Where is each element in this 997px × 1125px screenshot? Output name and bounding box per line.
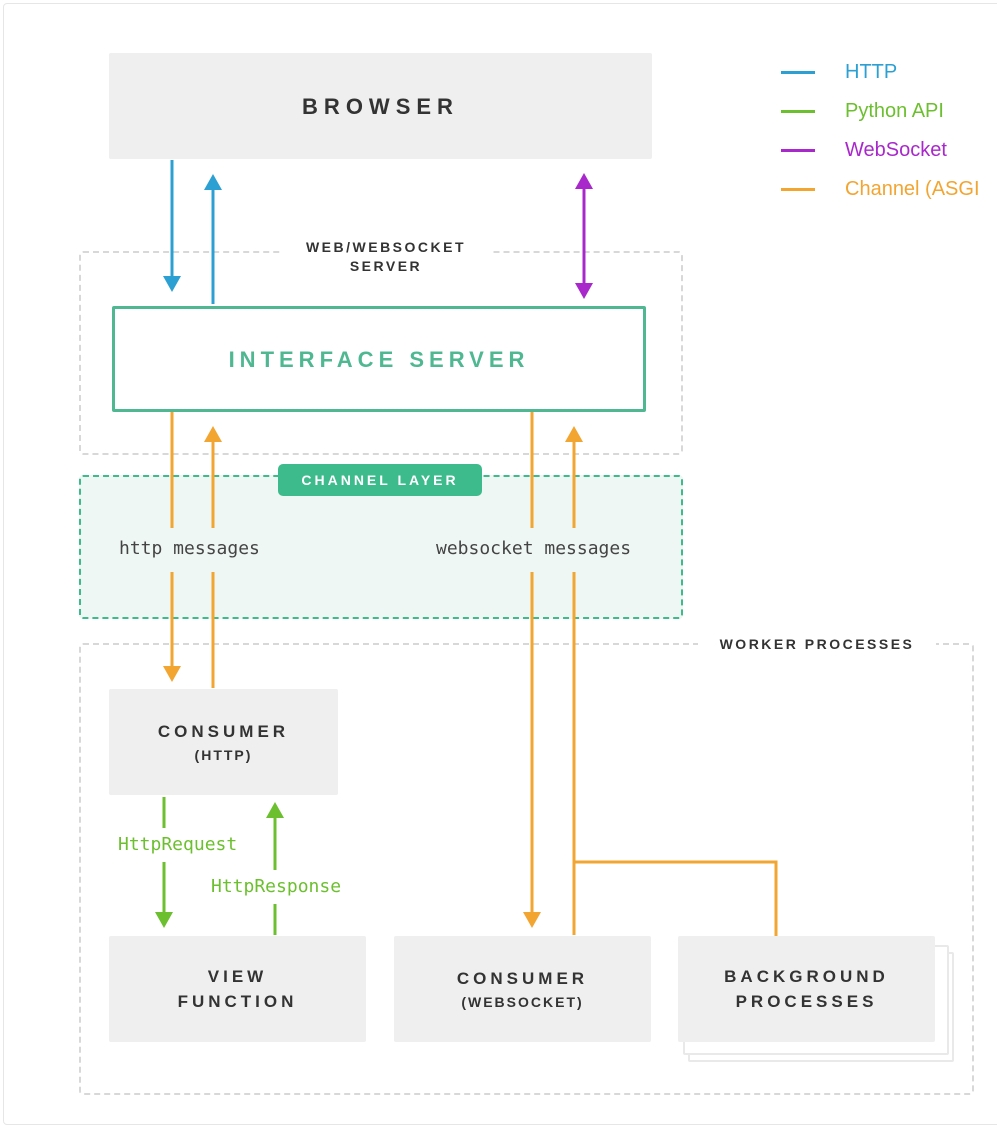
background-processes-line1: BACKGROUND [724,967,889,986]
legend-item-channel: Channel (ASGI [781,178,980,201]
legend-label-channel: Channel (ASGI [845,178,980,200]
channel-layer-region [79,475,683,619]
ws-channel-down-arrowhead [523,912,541,928]
view-function-line1: VIEW [207,967,268,986]
browser-title: BROWSER [302,93,459,119]
interface-server-node: INTERFACE SERVER [112,306,646,412]
consumer-http-title: CONSUMER [157,721,290,741]
web-websocket-server-label-line1: WEB/WEBSOCKET [305,239,467,255]
legend-label-http: HTTP [845,61,898,83]
consumer-http-subtitle: (HTTP) [194,746,253,763]
ws-channel-up-arrowhead [565,426,583,442]
websocket-arrowhead-up [575,173,593,189]
http-messages-label: http messages [119,538,260,559]
background-processes-link [574,860,778,936]
http-response-python-arrowhead [266,802,284,818]
consumer-websocket-subtitle: (WEBSOCKET) [461,993,584,1010]
view-function-line2: FUNCTION [177,992,298,1011]
http-channel-down-arrowhead [163,666,181,682]
consumer-websocket-node: CONSUMER (WEBSOCKET) [394,936,651,1042]
http-channel-up-arrowhead [204,426,222,442]
interface-server-title: INTERFACE SERVER [228,346,530,372]
view-function-node: VIEW FUNCTION [109,936,366,1042]
legend-label-python-api: Python API [845,100,944,122]
legend-item-http: HTTP [781,61,897,84]
http-request-python-arrowhead [155,912,173,928]
http-response-arrowhead [204,174,222,190]
worker-processes-label: WORKER PROCESSES [698,635,936,654]
consumer-websocket-title: CONSUMER [456,968,589,988]
channel-layer-label: CHANNEL LAYER [278,464,482,496]
legend-item-python-api: Python API [781,100,944,123]
legend-item-websocket: WebSocket [781,139,947,162]
legend-swatch-http [781,71,815,74]
web-websocket-server-label-line2: SERVER [349,258,423,274]
http-request-arrowhead [163,276,181,292]
http-response-label: HttpResponse [211,876,342,897]
websocket-arrowhead-down [575,283,593,299]
worker-processes-region [79,643,974,1095]
legend-swatch-websocket [781,149,815,152]
legend-label-websocket: WebSocket [845,139,947,161]
websocket-messages-label: websocket messages [436,538,632,559]
background-processes-line2: PROCESSES [735,992,878,1011]
legend-swatch-channel [781,188,815,191]
legend-swatch-python-api [781,110,815,113]
browser-node: BROWSER [109,53,652,159]
http-request-label: HttpRequest [118,834,238,855]
web-websocket-server-label: WEB/WEBSOCKET SERVER [282,238,490,276]
consumer-http-node: CONSUMER (HTTP) [109,689,338,795]
background-processes-node: BACKGROUND PROCESSES [678,936,935,1042]
